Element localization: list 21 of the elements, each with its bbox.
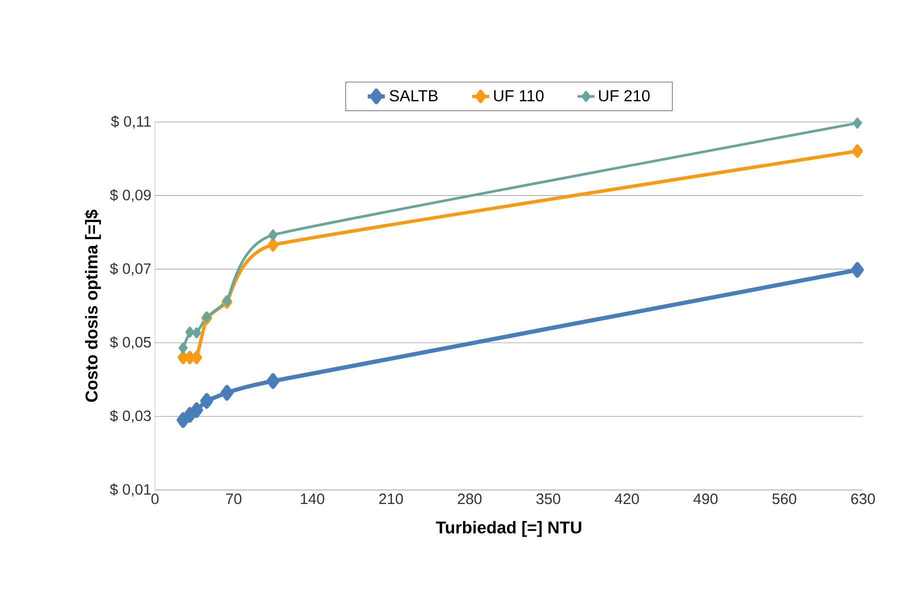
y-axis-title: Costo dosis optima [=]$	[84, 210, 101, 402]
y-tick-label: $ 0,07	[110, 262, 151, 276]
x-tick-label: 280	[458, 494, 482, 504]
x-tick-label: 70	[226, 494, 242, 504]
legend-label: SALTB	[390, 90, 438, 102]
y-tick-label: $ 0,11	[111, 115, 151, 128]
x-tick-label: 560	[772, 494, 796, 504]
x-tick-label: 210	[379, 494, 403, 504]
x-tick-label: 350	[536, 494, 560, 504]
y-tick-label: $ 0,09	[110, 189, 151, 202]
x-axis-title: Turbiedad [=] NTU	[436, 521, 582, 537]
y-tick-label: $ 0,03	[110, 410, 151, 423]
x-tick-label: 140	[300, 494, 324, 504]
x-tick-label: 490	[693, 494, 718, 504]
y-tick-label: $ 0,01	[110, 483, 151, 496]
y-tick-label: $ 0,05	[110, 336, 151, 350]
legend-label: UF 210	[599, 90, 650, 102]
x-tick-label: 630	[851, 494, 875, 504]
x-tick-label: 0	[151, 494, 159, 504]
x-tick-label: 420	[614, 494, 639, 504]
legend-label: UF 110	[494, 90, 544, 102]
